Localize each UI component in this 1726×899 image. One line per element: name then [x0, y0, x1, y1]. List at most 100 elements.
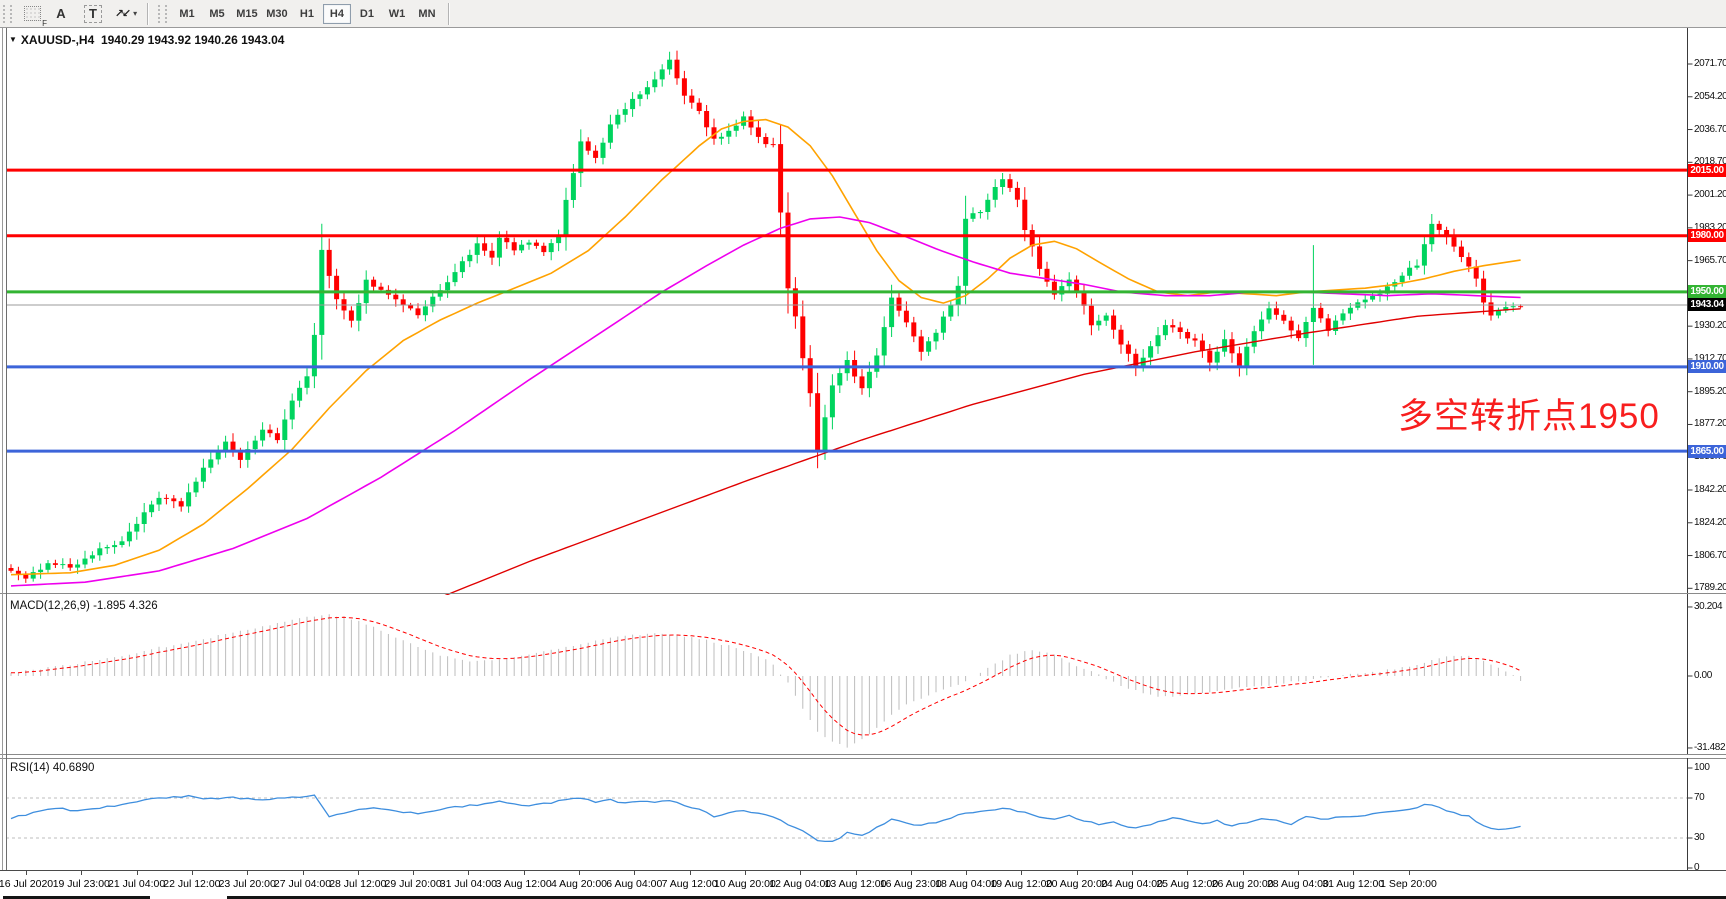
price-axis-tick-label: 2071.70	[1694, 58, 1726, 69]
time-axis-tick-mark	[744, 871, 746, 875]
price-axis-tick-label: 1789.20	[1694, 582, 1726, 594]
chinese-annotation-text: 多空转折点1950	[1398, 397, 1660, 436]
price-axis-tick-label: 2054.20	[1694, 90, 1726, 102]
time-axis-label: 23 Jul 20:00	[218, 878, 276, 890]
time-axis-label: 28 Aug 04:00	[1266, 878, 1329, 890]
time-axis-label: 19 Jul 23:00	[52, 878, 110, 890]
bear-candle-bodies	[8, 59, 1524, 579]
time-axis-label: 31 Jul 04:00	[439, 878, 497, 890]
time-axis-tick-mark	[523, 871, 525, 875]
rsi-axis-tick-label: 100	[1694, 762, 1710, 773]
time-axis-tick-mark	[1187, 871, 1189, 875]
macd-axis-tick-label: 30.204	[1694, 600, 1723, 612]
time-axis-tick-mark	[247, 871, 249, 875]
price-axis-tick-label: 1930.20	[1694, 320, 1726, 332]
time-axis-label: 26 Aug 20:00	[1211, 878, 1274, 890]
ma-fast-orange-line	[10, 118, 1521, 576]
scrollbar-segment-left[interactable]	[3, 896, 150, 899]
chart-area: ▼ XAUUSD-,H4 1940.29 1943.92 1940.26 1943…	[0, 28, 1726, 899]
price-axis[interactable]	[1687, 28, 1726, 870]
timeframe-button-mn[interactable]: MN	[413, 4, 441, 24]
price-axis-tick-label: 1842.20	[1694, 484, 1726, 495]
scrollbar-segment-right[interactable]	[227, 896, 1726, 899]
time-axis-tick-mark	[468, 871, 470, 875]
toolbar-gripper[interactable]	[3, 4, 12, 23]
price-level-label-1950.00[interactable]: 1950.00	[1688, 285, 1726, 299]
price-axis-tick-label: 1895.20	[1694, 385, 1726, 397]
price-chart-canvas[interactable]	[0, 28, 1726, 595]
chart-title: ▼ XAUUSD-,H4 1940.29 1943.92 1940.26 1943…	[9, 33, 284, 47]
price-axis-tick-label: 1824.20	[1694, 516, 1726, 528]
timeframe-button-w1[interactable]: W1	[383, 4, 411, 24]
macd-indicator-label: MACD(12,26,9) -1.895 4.326	[10, 600, 158, 612]
time-axis-tick-mark	[357, 871, 359, 875]
time-axis[interactable]: 16 Jul 2020 19 Jul 23:00 21 Jul 04:00 22 Ju…	[0, 870, 1726, 899]
bull-candle-bodies	[30, 59, 1516, 579]
time-axis-tick-mark	[910, 871, 912, 875]
time-axis-label: 13 Aug 12:00	[824, 878, 887, 890]
time-axis-label: 19 Aug 12:00	[990, 878, 1053, 890]
draw-textbox-t-button[interactable]: T	[77, 3, 109, 25]
time-axis-label: 27 Jul 04:00	[273, 878, 332, 890]
time-axis-tick-mark	[1297, 871, 1299, 875]
chart-title-ohlc: 1940.29 1943.92 1940.26 1943.04	[100, 33, 285, 47]
time-axis-label: 1 Sep 20:00	[1380, 878, 1437, 890]
time-axis-label: 25 Aug 12:00	[1156, 878, 1219, 890]
window-left-edge	[2, 28, 3, 870]
timeframe-button-h4[interactable]: H4	[322, 3, 351, 24]
cursor-tools-button[interactable]: ↗↙ ▾	[113, 2, 139, 26]
price-axis-tick-label: 1965.70	[1694, 254, 1726, 266]
time-axis-tick-mark	[1408, 871, 1410, 875]
ma-medium-magenta-line	[10, 216, 1521, 587]
macd-axis-tick-label: 0.00	[1694, 670, 1712, 681]
time-axis-label: 10 Aug 20:00	[713, 878, 776, 890]
chart-title-symbol: XAUUSD-,H4	[20, 33, 95, 47]
grid-icon	[23, 6, 41, 21]
rsi-axis-tick-label: 30	[1694, 832, 1705, 843]
timeframe-button-m15[interactable]: M15	[233, 4, 261, 24]
indicator-grid-button[interactable]: F	[19, 2, 47, 28]
time-axis-tick-mark	[579, 871, 580, 875]
timeframe-button-m1[interactable]: M1	[173, 4, 201, 24]
time-axis-label: 16 Jul 2020	[0, 878, 54, 890]
time-axis-tick-mark	[81, 871, 83, 875]
time-axis-label: 18 Aug 04:00	[935, 878, 998, 890]
timeframe-button-m5[interactable]: M5	[203, 4, 231, 24]
timeframe-button-h1[interactable]: H1	[293, 4, 321, 24]
price-axis-tick-label: 1806.70	[1694, 549, 1726, 561]
timeframe-toolbar-gripper[interactable]	[157, 4, 167, 23]
price-level-label-2015.00[interactable]: 2015.00	[1688, 163, 1726, 177]
symbol-marker-icon: ▼	[9, 35, 17, 44]
chart-left-border	[6, 28, 7, 870]
bear-candle-wicks	[10, 50, 1522, 583]
rsi-canvas[interactable]	[0, 758, 1726, 870]
time-axis-tick-mark	[966, 871, 968, 875]
ma-slow-red-line	[444, 308, 1521, 595]
time-axis-tick-mark	[1021, 871, 1023, 875]
time-axis-tick-mark	[800, 871, 802, 875]
time-axis-label: 6 Aug 04:00	[606, 878, 663, 890]
diagonal-arrows-icon: ↗↙	[114, 8, 132, 20]
rsi-axis-tick-label: 70	[1694, 792, 1705, 803]
price-level-label-1980.00[interactable]: 1980.00	[1688, 229, 1726, 243]
time-axis-label: 12 Aug 04:00	[769, 878, 832, 890]
draw-text-a-button[interactable]: A	[49, 3, 73, 25]
time-axis-label: 3 Aug 12:00	[495, 878, 552, 890]
price-axis-tick-label: 2018.70	[1694, 156, 1726, 168]
time-axis-tick-mark	[1076, 871, 1078, 875]
time-axis-label: 24 Aug 04:00	[1101, 878, 1163, 890]
timeframe-button-m30[interactable]: M30	[263, 4, 291, 24]
price-level-label-1865.00[interactable]: 1865.00	[1688, 444, 1726, 458]
time-axis-label: 29 Jul 20:00	[384, 878, 442, 890]
time-axis-tick-mark	[1353, 871, 1355, 875]
timeframe-button-d1[interactable]: D1	[353, 4, 381, 24]
time-axis-label: 4 Aug 20:00	[550, 878, 608, 890]
macd-histogram	[10, 614, 1522, 748]
time-axis-label: 28 Jul 12:00	[329, 878, 387, 890]
rsi-line	[10, 794, 1521, 843]
price-level-label-1910.00[interactable]: 1910.00	[1688, 360, 1726, 374]
macd-canvas[interactable]	[0, 595, 1726, 755]
toolbar-separator-2	[447, 2, 450, 25]
timeframe-button-group: M1 M5 M15 M30 H1 H4 D1 W1 MN	[172, 3, 442, 24]
